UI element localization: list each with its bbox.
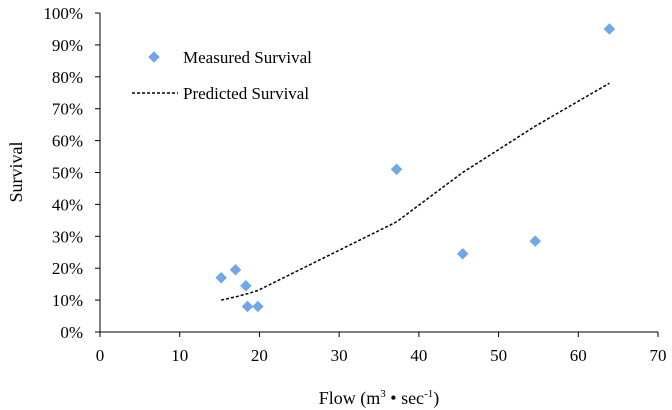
x-tick-label: 30 (331, 346, 348, 365)
y-tick-label: 70% (52, 100, 83, 119)
y-tick-label: 60% (52, 132, 83, 151)
y-tick-label: 10% (52, 291, 83, 310)
measured-survival-point (240, 279, 252, 292)
x-tick-label: 20 (251, 346, 268, 365)
x-axis: 0 10 20 30 40 50 60 70 (96, 331, 667, 365)
y-axis: 0% 10% 20% 30% 40% 50% 60% 70% 80% 90% 100% (43, 4, 101, 342)
x-tick-label: 50 (490, 346, 507, 365)
x-tick-label: 70 (650, 346, 667, 365)
measured-survival-point (251, 300, 264, 313)
measured-survival-point (241, 300, 254, 313)
legend-label-predicted: Predicted Survival (183, 84, 309, 103)
y-tick-label: 40% (52, 195, 83, 214)
x-axis-title-superscript-2: -1 (424, 388, 433, 400)
y-tick-label: 30% (52, 227, 83, 246)
plot-area (215, 23, 616, 313)
y-tick-label: 100% (43, 4, 83, 23)
measured-survival-point (229, 263, 242, 276)
y-tick-label: 80% (52, 68, 83, 87)
legend-marker-measured (148, 51, 160, 63)
legend: Measured Survival Predicted Survival (132, 48, 312, 103)
measured-survival-point (390, 163, 403, 176)
legend-label-measured: Measured Survival (183, 48, 312, 67)
x-axis-title: Flow (m3 • sec-1) (319, 388, 439, 409)
x-tick-label: 60 (570, 346, 587, 365)
measured-survival-point (529, 235, 542, 247)
y-axis-title: Survival (6, 142, 26, 203)
measured-survival-point (603, 23, 616, 35)
x-tick-label: 40 (410, 346, 427, 365)
y-tick-label: 90% (52, 36, 83, 55)
y-tick-label: 0% (60, 323, 83, 342)
y-tick-label: 50% (52, 164, 83, 183)
x-tick-label: 0 (96, 346, 105, 365)
measured-survival-point (215, 271, 228, 284)
predicted-survival-line (221, 82, 610, 301)
x-axis-title-superscript-1: 3 (380, 388, 386, 400)
measured-survival-point (456, 247, 469, 260)
y-tick-label: 20% (52, 259, 83, 278)
x-tick-label: 10 (171, 346, 188, 365)
